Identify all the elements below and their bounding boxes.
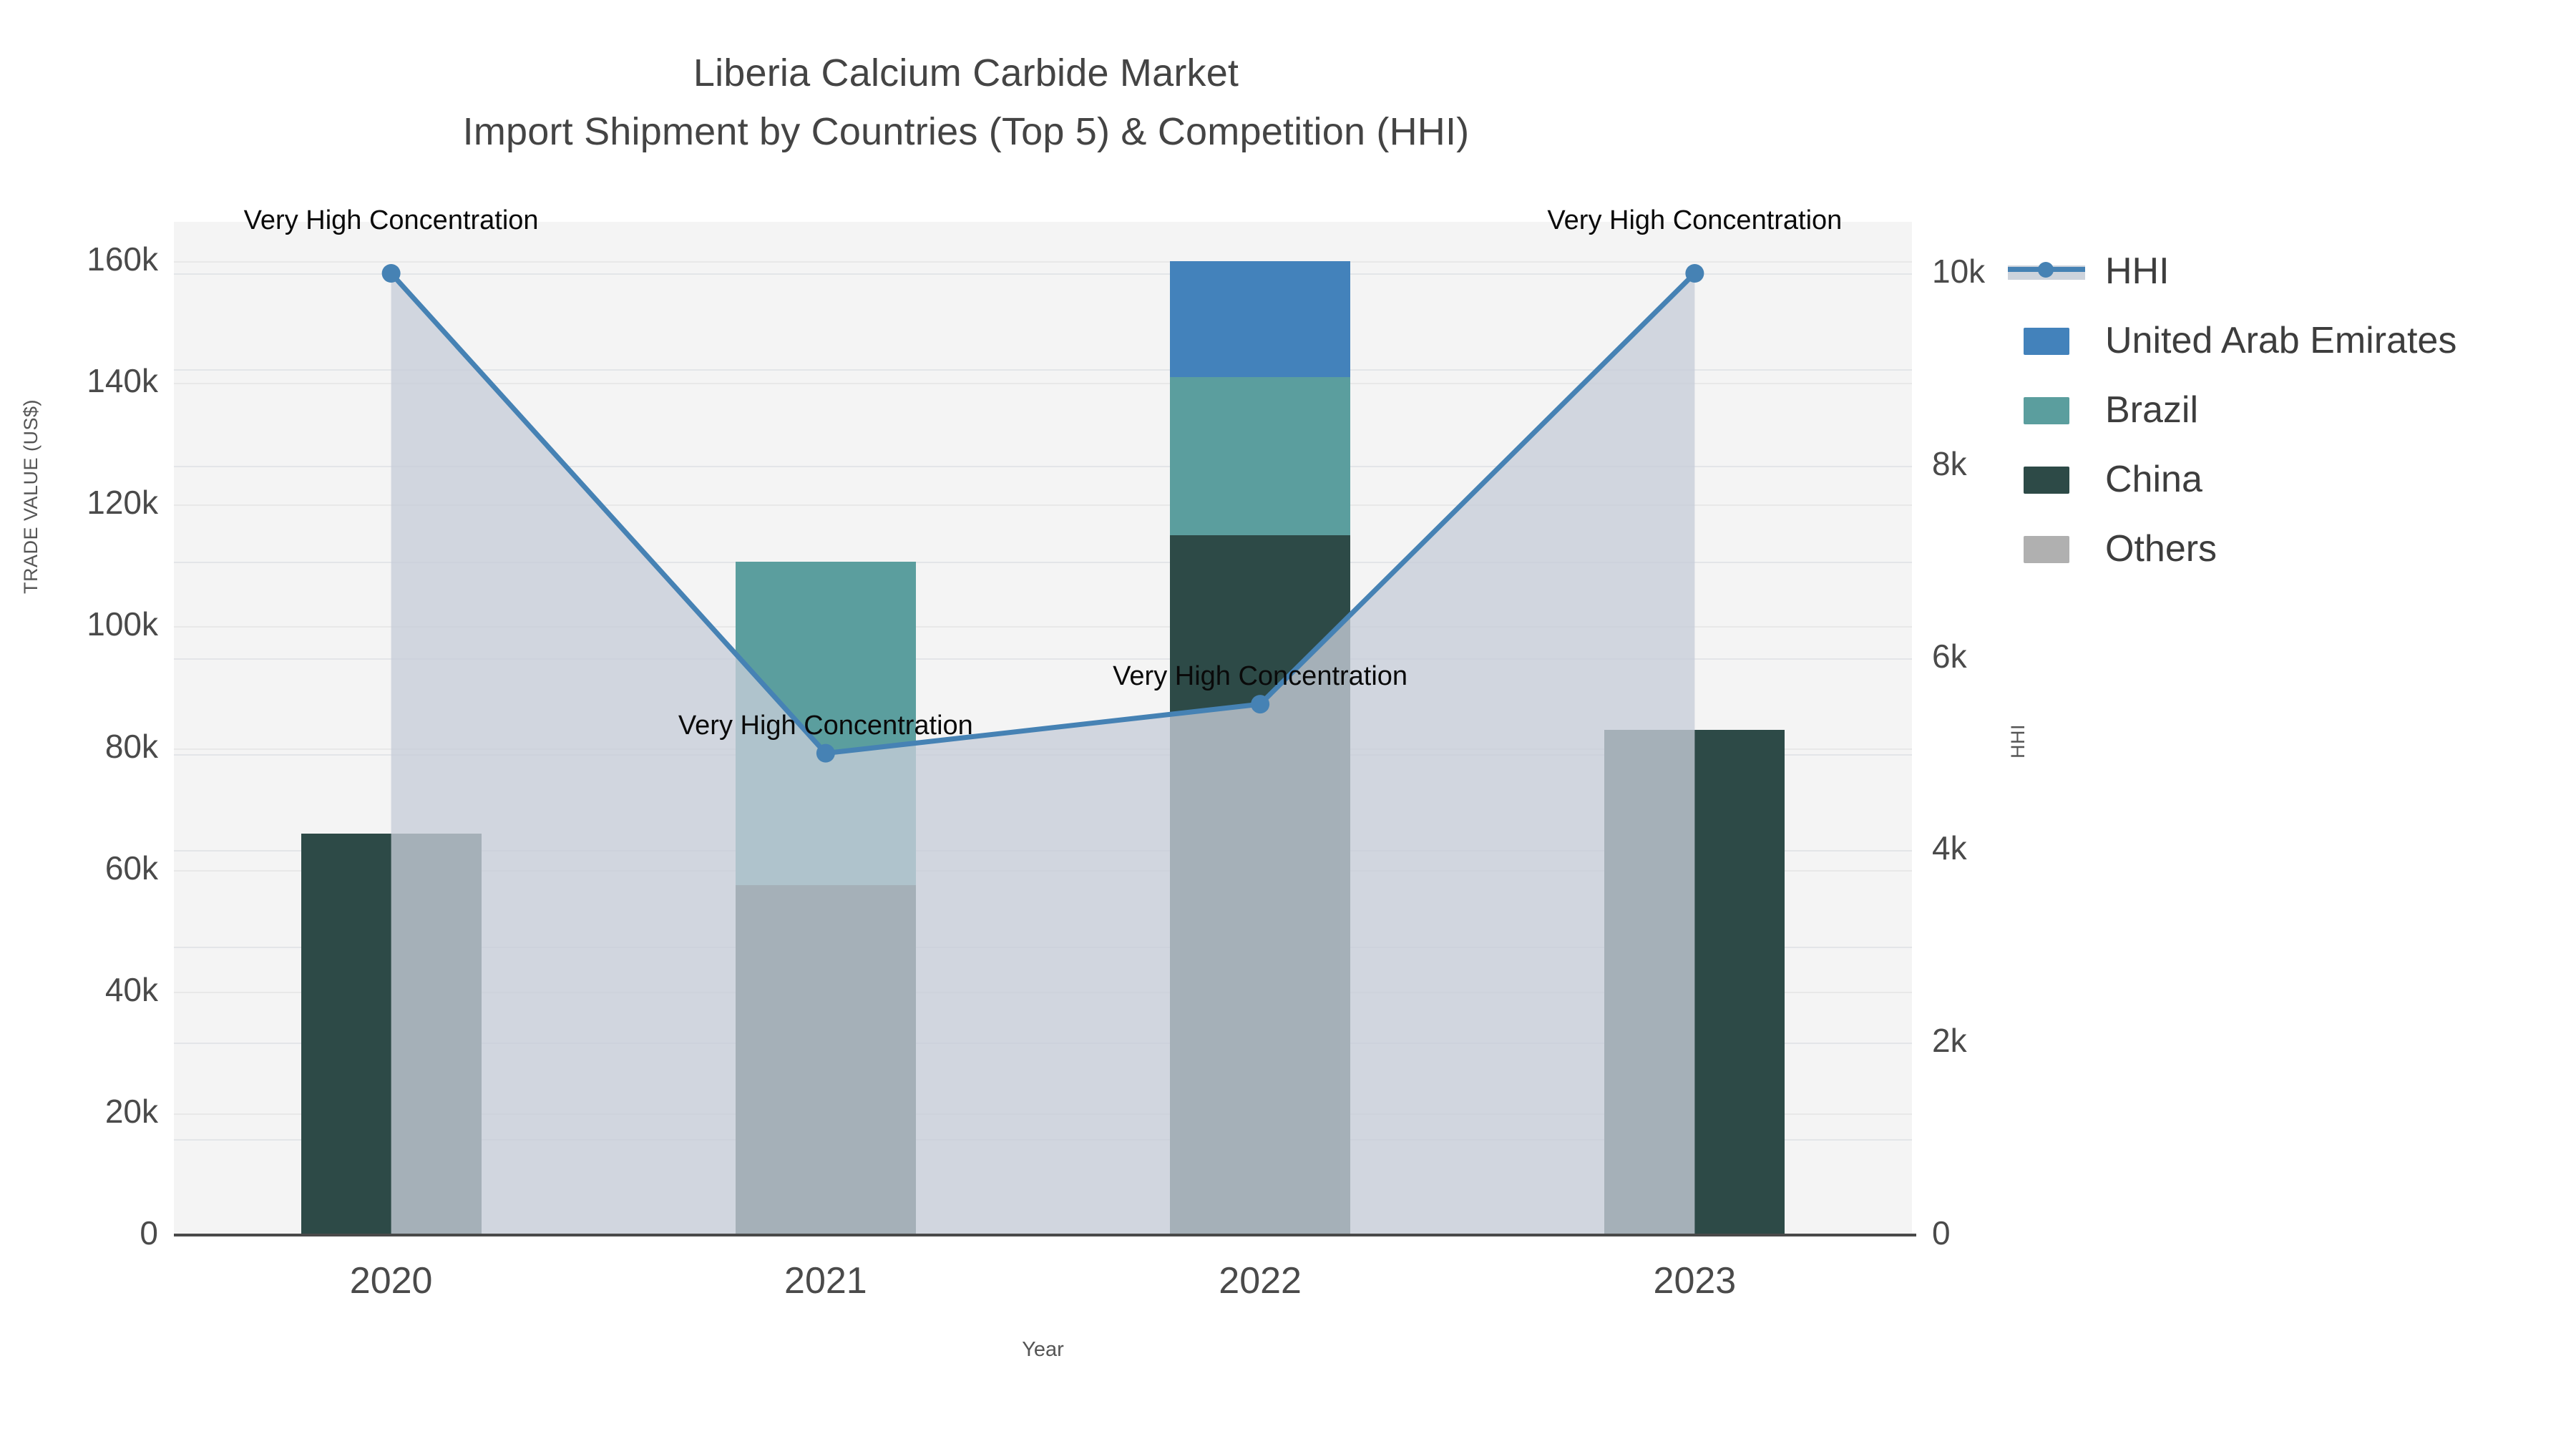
legend-item-label: Others	[2105, 527, 2218, 570]
x-axis-line	[174, 1234, 1916, 1236]
x-axis-tick: 2021	[784, 1260, 867, 1302]
y-axis-right-tick: 2k	[1932, 1022, 1967, 1060]
bar-segment[interactable]	[735, 884, 916, 1235]
legend-swatch-icon	[2004, 322, 2089, 359]
gridline-right	[174, 562, 1912, 564]
concentration-annotation: Very High Concentration	[678, 710, 973, 741]
gridline-left	[174, 626, 1912, 628]
chart-title-line1: Liberia Calcium Carbide Market	[693, 52, 1239, 94]
concentration-annotation: Very High Concentration	[243, 205, 539, 235]
x-axis-tick: 2020	[349, 1260, 433, 1302]
gridline-right	[174, 658, 1912, 660]
y-axis-left-tick: 60k	[104, 849, 158, 887]
legend-item-label: China	[2105, 458, 2202, 500]
x-axis-tick: 2022	[1219, 1260, 1302, 1302]
legend-item-label: Brazil	[2105, 389, 2199, 431]
gridline-right	[174, 369, 1912, 371]
legend-line-icon	[2004, 253, 2089, 290]
y-axis-right-label: HHI	[2007, 724, 2029, 758]
concentration-annotation: Very High Concentration	[1113, 661, 1408, 692]
legend-swatch-icon	[2004, 530, 2089, 567]
legend-item[interactable]: Others	[2004, 514, 2533, 583]
y-axis-left-tick: 100k	[87, 605, 158, 643]
chart-legend: HHI United Arab Emirates Brazil China Others	[2004, 236, 2533, 583]
gridline-right	[174, 465, 1912, 467]
bar-segment[interactable]	[1604, 729, 1785, 1235]
legend-item[interactable]: United Arab Emirates	[2004, 306, 2533, 375]
y-axis-left-tick: 20k	[104, 1092, 158, 1130]
legend-color-swatch	[2024, 535, 2069, 563]
gridline-right	[174, 273, 1912, 275]
legend-swatch-icon	[2004, 461, 2089, 498]
chart-title-line2: Import Shipment by Countries (Top 5) & C…	[462, 109, 1470, 153]
y-axis-left-label: TRADE VALUE (US$)	[20, 399, 42, 594]
bar-segment[interactable]	[1170, 535, 1351, 1235]
plot-area	[174, 222, 1912, 1236]
legend-color-swatch	[2024, 466, 2069, 494]
legend-item[interactable]: HHI	[2004, 236, 2533, 306]
legend-item[interactable]: China	[2004, 444, 2533, 514]
y-axis-right-tick: 6k	[1932, 637, 1967, 675]
bar-segment[interactable]	[1170, 376, 1351, 535]
y-axis-left-tick: 80k	[104, 727, 158, 765]
legend-color-swatch	[2024, 327, 2069, 355]
concentration-annotation: Very High Concentration	[1547, 205, 1843, 235]
gridline-left	[174, 261, 1912, 263]
y-axis-left-tick: 140k	[87, 362, 158, 400]
legend-item[interactable]: Brazil	[2004, 375, 2533, 444]
y-axis-left-tick: 0	[140, 1214, 158, 1252]
y-axis-left-tick: 120k	[87, 484, 158, 522]
x-axis-tick: 2023	[1653, 1260, 1737, 1302]
legend-swatch-icon	[2004, 391, 2089, 429]
y-axis-left-tick: 40k	[104, 970, 158, 1008]
gridline-left	[174, 504, 1912, 507]
gridline-left	[174, 383, 1912, 385]
legend-item-label: United Arab Emirates	[2105, 319, 2457, 361]
bar-segment[interactable]	[301, 833, 482, 1235]
y-axis-right-tick: 0	[1932, 1214, 1951, 1252]
x-axis-label: Year	[1022, 1338, 1064, 1361]
legend-line-dot	[2038, 261, 2054, 278]
y-axis-right-tick: 8k	[1932, 444, 1967, 482]
bar-segment[interactable]	[1170, 261, 1351, 377]
y-axis-right-tick: 10k	[1932, 253, 1986, 290]
legend-item-label: HHI	[2105, 250, 2170, 292]
chart-title: Liberia Calcium Carbide Market Import Sh…	[0, 50, 1932, 156]
y-axis-left-tick: 160k	[87, 240, 158, 278]
y-axis-right-tick: 4k	[1932, 829, 1967, 867]
legend-color-swatch	[2024, 396, 2069, 424]
